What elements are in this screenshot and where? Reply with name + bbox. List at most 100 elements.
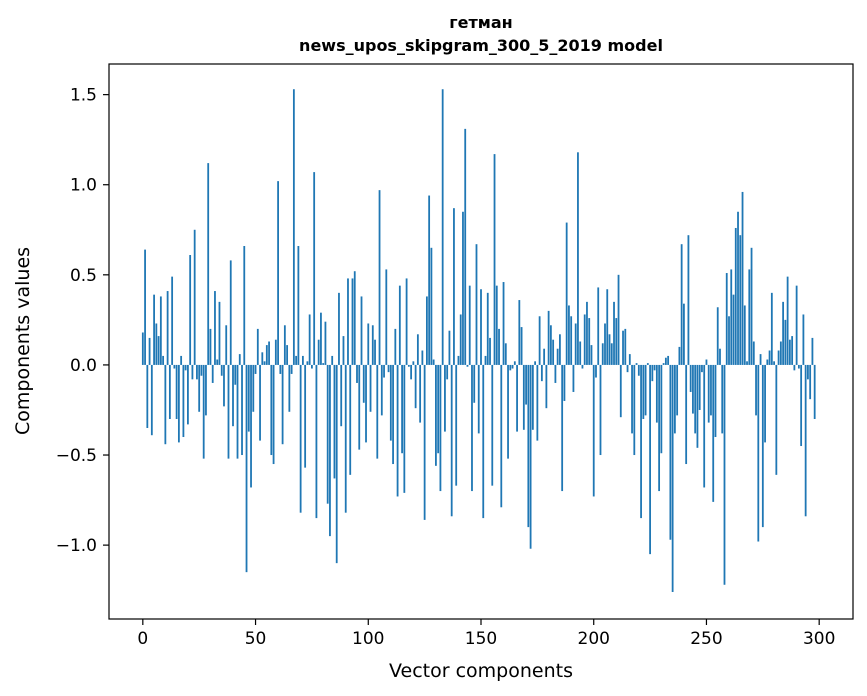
chart-subtitle: news_upos_skipgram_300_5_2019 model: [299, 36, 663, 55]
y-axis-label: Components values: [12, 247, 34, 435]
bar: [425, 296, 428, 365]
bar: [759, 354, 762, 365]
bar: [667, 355, 670, 365]
bar: [653, 364, 656, 371]
bar: [734, 227, 737, 365]
bar: [592, 364, 595, 497]
bar: [619, 364, 622, 418]
bar: [455, 364, 458, 486]
bar: [698, 364, 701, 410]
bar: [191, 364, 194, 380]
bar: [441, 89, 444, 365]
bar: [453, 208, 455, 365]
bar: [214, 291, 216, 365]
bar: [628, 354, 631, 365]
y-tick-label: 1.0: [70, 176, 97, 196]
bar: [173, 364, 176, 369]
bar: [261, 352, 264, 365]
bar: [807, 364, 809, 380]
bar: [635, 363, 638, 365]
bar: [396, 364, 399, 497]
x-tick-label: 300: [803, 629, 835, 649]
bar: [227, 364, 230, 459]
bar: [770, 292, 773, 365]
bar: [678, 346, 681, 365]
bar: [247, 364, 250, 432]
bar: [184, 364, 187, 371]
bar: [694, 364, 697, 434]
bar: [288, 364, 291, 412]
bar: [707, 364, 710, 423]
bar: [540, 364, 543, 382]
bar: [608, 334, 611, 365]
bar: [398, 285, 401, 365]
bar: [721, 364, 724, 434]
bar: [313, 172, 316, 365]
bar: [513, 361, 516, 365]
bar: [633, 364, 636, 456]
bar: [236, 364, 239, 459]
bar: [202, 364, 205, 459]
bar: [209, 328, 212, 365]
bar: [435, 364, 437, 466]
bar: [423, 364, 426, 520]
bar: [347, 278, 349, 365]
bar: [556, 348, 559, 365]
bar: [549, 325, 552, 365]
bar: [664, 357, 667, 365]
x-tick-label: 100: [352, 629, 384, 649]
bar: [468, 285, 471, 365]
bar: [631, 364, 633, 434]
bar: [570, 316, 573, 365]
bar: [768, 350, 771, 365]
bar: [401, 364, 403, 454]
y-tick-label: −0.5: [56, 446, 97, 466]
bar: [534, 361, 537, 365]
bar: [351, 278, 354, 365]
bar: [642, 364, 645, 419]
bar: [270, 364, 273, 456]
bar: [676, 364, 679, 416]
bar: [775, 364, 778, 475]
bar: [583, 314, 586, 365]
bar: [525, 364, 527, 405]
bar: [739, 235, 742, 365]
bar: [482, 364, 485, 519]
bar: [403, 364, 406, 493]
bar: [295, 355, 298, 365]
bar: [437, 364, 440, 454]
bar: [797, 364, 800, 369]
bar: [595, 364, 597, 378]
bar: [164, 364, 167, 445]
bar: [637, 364, 640, 376]
bar: [802, 314, 805, 365]
bar: [486, 292, 489, 365]
bar: [168, 364, 171, 419]
bar: [392, 364, 394, 465]
bar: [800, 364, 803, 447]
bar: [421, 350, 424, 365]
bar: [263, 361, 266, 365]
bar: [205, 364, 207, 416]
bar: [543, 348, 546, 365]
bar: [531, 364, 534, 430]
bar: [324, 321, 327, 365]
bar: [588, 318, 591, 365]
bar: [565, 222, 568, 365]
bar: [301, 355, 304, 365]
bar: [394, 328, 397, 365]
bar: [579, 341, 582, 365]
bar: [795, 285, 798, 365]
bar: [491, 364, 494, 486]
bar: [155, 323, 158, 365]
bar: [389, 364, 392, 441]
bar: [764, 364, 766, 443]
bar: [604, 323, 606, 365]
bar: [730, 269, 733, 365]
y-axis: −1.0 −0.5 0.0 0.5 1.0 1.5: [56, 86, 109, 556]
bar: [430, 247, 433, 365]
bar: [746, 361, 748, 365]
bar: [223, 364, 225, 407]
bar: [290, 364, 293, 374]
